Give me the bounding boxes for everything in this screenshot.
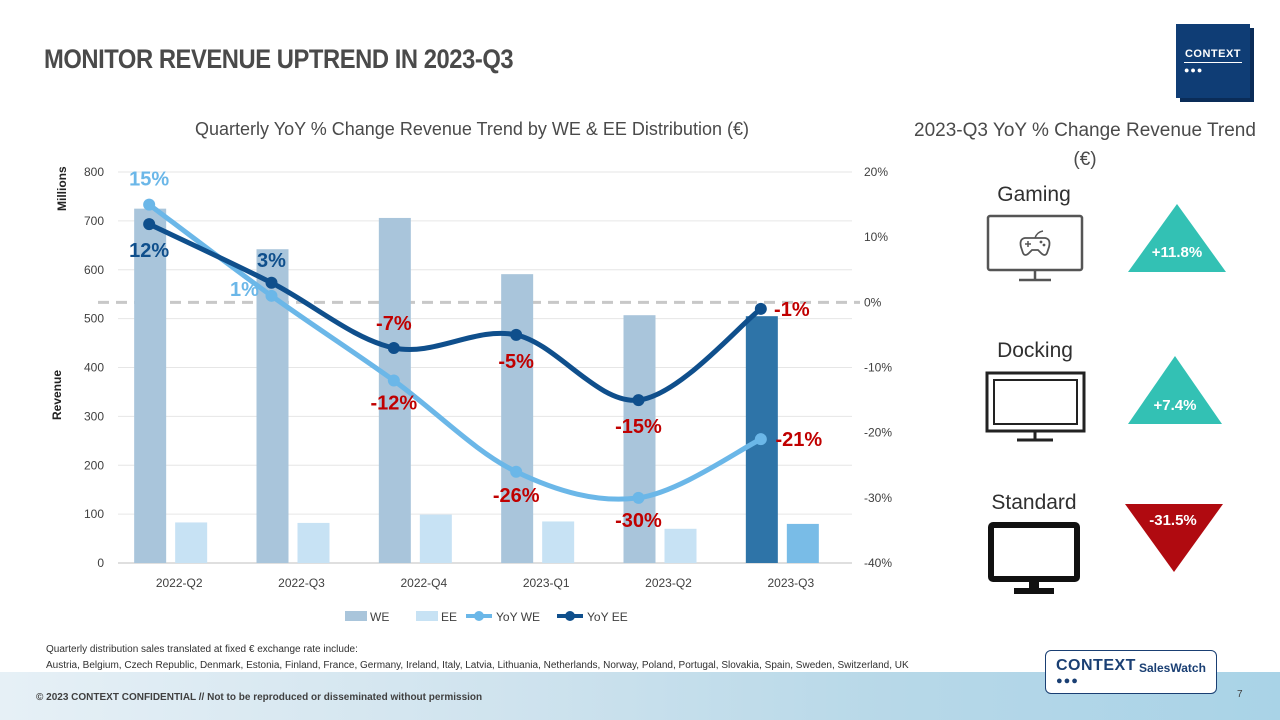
bar-we bbox=[623, 315, 656, 563]
docking-change-value: +7.4% bbox=[1153, 397, 1197, 414]
x-tick-label: 2023-Q1 bbox=[523, 576, 570, 590]
standard-down-triangle bbox=[1125, 504, 1223, 572]
logo-dots: ●●● bbox=[1184, 65, 1204, 75]
yoy-ee-point bbox=[632, 394, 645, 407]
bar-we bbox=[501, 274, 534, 563]
bar-ee bbox=[664, 528, 697, 563]
yoy-ee-data-label: 12% bbox=[129, 240, 169, 262]
docking-monitor-icon bbox=[985, 371, 1086, 442]
y-left-units-label: Millions bbox=[55, 166, 69, 211]
yoy-ee-point bbox=[387, 341, 400, 354]
category-label-standard: Standard bbox=[991, 491, 1077, 514]
legend-label: WE bbox=[370, 610, 389, 624]
yoy-we-data-label: 1% bbox=[230, 279, 259, 301]
right-panel-title: 2023-Q3 YoY % Change Revenue Trend (€) bbox=[900, 116, 1270, 174]
bar-ee bbox=[175, 522, 208, 563]
y-right-tick-label: 10% bbox=[864, 230, 888, 244]
category-label-docking: Docking bbox=[997, 339, 1073, 362]
y-left-tick-label: 700 bbox=[84, 214, 104, 228]
yoy-ee-point bbox=[143, 218, 156, 231]
yoy-we-line bbox=[146, 202, 764, 502]
standard-monitor-icon bbox=[988, 522, 1080, 594]
y-left-axis-title: Revenue bbox=[50, 370, 64, 420]
yoy-ee-line bbox=[146, 221, 764, 403]
logo-text: CONTEXT bbox=[1184, 48, 1242, 60]
footnote-line-2: Austria, Belgium, Czech Republic, Denmar… bbox=[46, 660, 909, 671]
yoy-we-data-label: -21% bbox=[775, 429, 822, 451]
bar-ee bbox=[542, 521, 575, 563]
x-tick-label: 2022-Q2 bbox=[156, 576, 203, 590]
legend-marker bbox=[565, 611, 575, 621]
y-right-tick-label: -20% bbox=[864, 426, 892, 440]
yoy-we-point bbox=[387, 374, 400, 387]
standard-change-value: -31.5% bbox=[1149, 512, 1197, 529]
yoy-we-point bbox=[754, 433, 767, 446]
y-right-tick-label: -40% bbox=[864, 556, 892, 570]
y-right-tick-label: -30% bbox=[864, 491, 892, 505]
saleswatch-product: SalesWatch bbox=[1139, 661, 1206, 675]
y-left-tick-label: 800 bbox=[84, 165, 104, 179]
legend-label: EE bbox=[441, 610, 457, 624]
legend-label: YoY EE bbox=[587, 610, 628, 624]
bar-ee bbox=[419, 514, 452, 563]
y-left-tick-label: 500 bbox=[84, 312, 104, 326]
legend-label: YoY WE bbox=[496, 610, 540, 624]
yoy-ee-point bbox=[265, 276, 278, 289]
yoy-we-point bbox=[632, 491, 645, 504]
y-left-tick-label: 300 bbox=[84, 409, 104, 423]
saleswatch-logo: CONTEXT ●●● SalesWatch bbox=[1045, 650, 1217, 694]
chart-title: Quarterly YoY % Change Revenue Trend by … bbox=[195, 119, 749, 139]
bar-we bbox=[134, 208, 167, 563]
yoy-ee-point bbox=[510, 328, 523, 341]
yoy-ee-data-label: 3% bbox=[257, 250, 286, 272]
y-left-tick-label: 0 bbox=[97, 556, 104, 570]
confidential-notice: © 2023 CONTEXT CONFIDENTIAL // Not to be… bbox=[36, 692, 483, 703]
y-left-tick-label: 200 bbox=[84, 458, 104, 472]
x-tick-label: 2023-Q3 bbox=[767, 576, 814, 590]
footnote-line-1: Quarterly distribution sales translated … bbox=[46, 644, 358, 655]
yoy-ee-data-label: -7% bbox=[376, 313, 412, 335]
gaming-up-triangle bbox=[1128, 204, 1226, 272]
x-tick-label: 2022-Q4 bbox=[400, 576, 447, 590]
right-panel-title-line1: 2023-Q3 YoY % Change Revenue Trend bbox=[914, 120, 1256, 141]
legend-marker bbox=[474, 611, 484, 621]
yoy-we-data-label: 15% bbox=[129, 169, 169, 191]
bar-ee bbox=[297, 522, 330, 563]
saleswatch-dots: ●●● bbox=[1056, 675, 1079, 687]
yoy-we-data-label: -30% bbox=[615, 510, 662, 532]
x-tick-label: 2022-Q3 bbox=[278, 576, 325, 590]
revenue-chart: Quarterly YoY % Change Revenue Trend by … bbox=[50, 119, 892, 624]
y-left-tick-label: 100 bbox=[84, 507, 104, 521]
logo-divider bbox=[1184, 62, 1242, 63]
yoy-ee-data-label: -5% bbox=[498, 351, 534, 373]
right-panel-title-line2: (€) bbox=[1073, 149, 1097, 170]
y-right-tick-label: -10% bbox=[864, 361, 892, 375]
y-left-tick-label: 600 bbox=[84, 263, 104, 277]
page-number: 7 bbox=[1237, 689, 1243, 700]
page-title: MONITOR REVENUE UPTREND IN 2023-Q3 bbox=[44, 44, 514, 74]
yoy-we-data-label: -26% bbox=[493, 485, 540, 507]
saleswatch-brand: CONTEXT bbox=[1056, 657, 1136, 674]
docking-up-triangle bbox=[1128, 356, 1222, 424]
gaming-change-value: +11.8% bbox=[1151, 244, 1203, 261]
bar-ee bbox=[786, 523, 819, 563]
y-left-tick-label: 400 bbox=[84, 361, 104, 375]
legend-swatch bbox=[345, 611, 367, 621]
yoy-ee-point bbox=[754, 302, 767, 315]
yoy-we-point bbox=[510, 465, 523, 478]
gaming-monitor-icon bbox=[986, 214, 1084, 282]
context-logo: CONTEXT ●●● bbox=[1176, 24, 1250, 98]
legend-swatch bbox=[416, 611, 438, 621]
category-label-gaming: Gaming bbox=[997, 183, 1071, 206]
yoy-ee-data-label: -1% bbox=[774, 299, 810, 321]
x-tick-label: 2023-Q2 bbox=[645, 576, 692, 590]
y-right-tick-label: 0% bbox=[864, 295, 882, 309]
yoy-we-data-label: -12% bbox=[370, 393, 417, 415]
yoy-we-point bbox=[265, 289, 278, 302]
yoy-we-point bbox=[143, 198, 156, 211]
yoy-ee-data-label: -15% bbox=[615, 416, 662, 438]
y-right-tick-label: 20% bbox=[864, 165, 888, 179]
